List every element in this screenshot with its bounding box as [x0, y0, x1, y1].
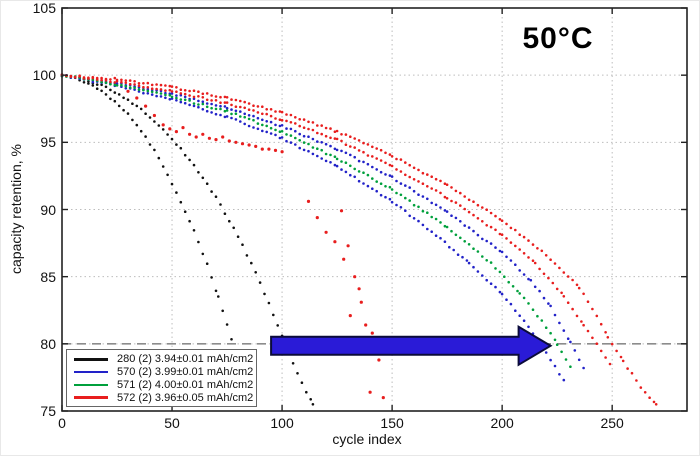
legend-entry-label: 570 (2) 3.99±0.01 mAh/cm2	[117, 366, 254, 379]
y-tick-label-85: 85	[40, 268, 56, 285]
legend-line-sample	[74, 370, 108, 374]
y-tick-label-95: 95	[40, 134, 56, 151]
data-series	[60, 73, 658, 406]
series-570-cell-2	[60, 73, 566, 382]
legend-entry-3: 572 (2) 3.96±0.05 mAh/cm2	[74, 391, 254, 404]
legend-entry-0: 280 (2) 3.94±0.01 mAh/cm2	[74, 353, 254, 366]
series-572-outlier-points	[126, 89, 385, 400]
gridlines	[62, 8, 687, 411]
series-570-cell-1	[60, 74, 585, 370]
x-tick-label-0: 0	[58, 415, 66, 431]
y-tick-label-105: 105	[32, 0, 56, 16]
series-571-cells-1-2	[60, 74, 572, 369]
y-axis-title: capacity retention, %	[8, 144, 24, 274]
legend-entry-1: 570 (2) 3.99±0.01 mAh/cm2	[74, 366, 254, 379]
y-tick-label-75: 75	[40, 403, 56, 419]
legend-entry-label: 571 (2) 4.00±0.01 mAh/cm2	[117, 378, 254, 391]
x-tick-label-250: 250	[600, 415, 624, 431]
legend-line-sample	[74, 396, 108, 399]
series-572-cell-2	[60, 73, 612, 366]
legend-box: 280 (2) 3.94±0.01 mAh/cm2 570 (2) 3.99±0.…	[66, 349, 257, 407]
y-tick-label-90: 90	[40, 201, 56, 218]
trend-arrow	[270, 325, 553, 367]
x-tick-label-100: 100	[270, 415, 294, 431]
legend-line-sample	[74, 383, 108, 387]
x-tick-label-50: 50	[164, 415, 180, 431]
x-tick-label-200: 200	[490, 415, 514, 431]
x-tick-label-150: 150	[380, 415, 404, 431]
legend-entry-label: 572 (2) 3.96±0.05 mAh/cm2	[117, 391, 254, 404]
temperature-annotation: 50°C	[522, 22, 594, 55]
y-tick-label-80: 80	[40, 335, 56, 352]
series-572-cell-1	[60, 73, 658, 406]
x-axis-title: cycle index	[332, 431, 402, 447]
legend-entry-2: 571 (2) 4.00±0.01 mAh/cm2	[74, 378, 254, 391]
legend-entry-label: 280 (2) 3.94±0.01 mAh/cm2	[117, 353, 254, 366]
y-tick-label-100: 100	[32, 67, 56, 84]
plot-border-and-ticks	[61, 7, 688, 412]
legend-line-sample	[74, 358, 108, 361]
